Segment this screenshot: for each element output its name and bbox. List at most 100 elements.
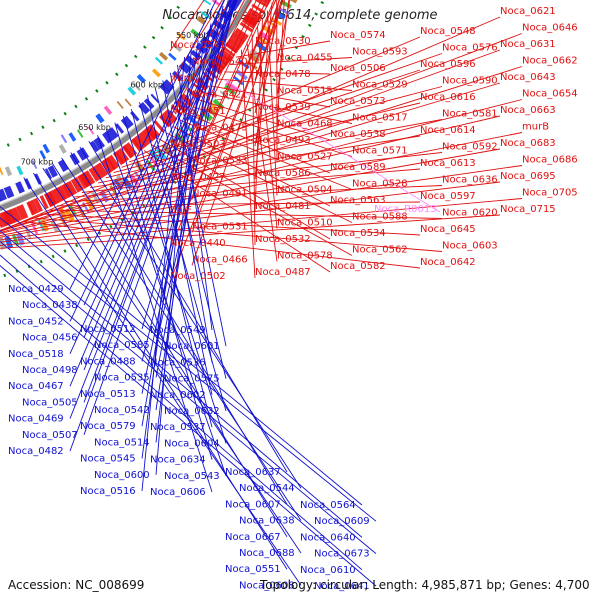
- leader-line-forward: [240, 49, 256, 279]
- leader-line-reverse: [139, 102, 227, 412]
- gene-label-forward: Noca_0515: [277, 86, 333, 97]
- forward-gene: [16, 204, 29, 220]
- leader-line-forward: [276, 0, 291, 64]
- leader-line-reverse: [0, 205, 363, 506]
- gene-label-forward: Noca_0493: [255, 135, 311, 146]
- cog-feature-inner: [87, 126, 95, 135]
- cog-feature-inner: [95, 113, 105, 124]
- gene-label-forward: Noca_0578: [277, 251, 333, 262]
- gene-label-forward: Noca_0589: [330, 162, 386, 173]
- leader-line-forward: [172, 125, 331, 207]
- cog-feature: [155, 147, 167, 160]
- gene-label-reverse: Noca_0637: [225, 467, 281, 478]
- leader-line-reverse: [130, 109, 213, 428]
- gene-label-forward: Noca_0538: [330, 129, 386, 140]
- leader-line-forward: [169, 0, 239, 118]
- gene-label-reverse: Noca_0606: [150, 487, 206, 498]
- forward-gene: [77, 174, 89, 189]
- forward-gene: [248, 8, 263, 19]
- gene-label-forward: Noca_0581: [442, 109, 498, 120]
- leader-line-forward: [186, 112, 331, 174]
- cog-feature: [91, 191, 100, 204]
- cog-feature-inner: [136, 74, 146, 84]
- leader-line-forward: [121, 69, 421, 168]
- gene-label-reverse: Noca_0518: [8, 349, 64, 360]
- cog-feature-inner: [202, 0, 212, 6]
- gene-label-reverse: Noca_0607: [225, 499, 281, 510]
- gene-label-reverse: Noca_0564: [300, 500, 356, 511]
- cog-feature: [59, 215, 67, 228]
- gene-label-forward: Noca_0481: [255, 201, 311, 212]
- leader-line-forward: [128, 53, 443, 163]
- gene-label-forward: Noca_0541: [170, 40, 226, 51]
- gene-label-reverse: Noca_0544: [239, 483, 295, 494]
- forward-gene: [39, 195, 49, 210]
- forward-gene: [241, 17, 257, 29]
- gene-label-forward: Noca_0616: [420, 92, 476, 103]
- leader-line-reverse: [88, 140, 288, 473]
- leader-line-forward: [169, 0, 205, 52]
- forward-gene: [58, 184, 71, 200]
- leader-line-reverse: [69, 0, 231, 354]
- forward-gene: [239, 21, 253, 33]
- leader-line-forward: [0, 49, 501, 231]
- gene-label-forward: Noca_0662: [522, 56, 578, 67]
- leader-line-forward: [191, 0, 284, 266]
- gene-label-forward: Noca_0695: [500, 171, 556, 182]
- gene-label-forward: Noca_0534: [330, 228, 386, 239]
- gene-label-forward: Noca_0466: [192, 255, 248, 266]
- gene-label-reverse: Noca_0545: [80, 454, 136, 465]
- reverse-gene: [102, 130, 115, 144]
- gene-label-forward: Noca_0502: [170, 271, 226, 282]
- leader-line-reverse: [83, 0, 232, 338]
- reverse-gene: [114, 123, 125, 134]
- gene-label-reverse: Noca_0609: [314, 516, 370, 527]
- gene-label-forward: Noca_0593: [352, 47, 408, 58]
- cog-feature: [224, 80, 238, 93]
- forward-gene: [8, 207, 22, 223]
- leader-line-reverse: [97, 135, 213, 493]
- forward-gene: [26, 201, 35, 216]
- cog-feature: [266, 20, 278, 29]
- gene-label-forward: Noca_0603: [442, 241, 498, 252]
- gene-label-reverse: Noca_0467: [8, 381, 64, 392]
- leader-line-reverse: [0, 265, 377, 587]
- gene-label-forward: Noca_0562: [352, 245, 408, 256]
- gene-label-reverse: Noca_0600: [94, 470, 150, 481]
- cog-feature-inner: [190, 28, 200, 38]
- forward-gene: [121, 145, 134, 159]
- gene-label-reverse: Noca_0632: [164, 406, 220, 417]
- cog-feature-inner: [4, 166, 13, 177]
- leader-line-forward: [5, 33, 523, 229]
- gene-label-forward: Noca_0475: [192, 123, 248, 134]
- gene-label-forward: Noca_0529: [352, 80, 408, 91]
- gene-label-forward: Noca_0504: [277, 185, 333, 196]
- leader-line-forward: [151, 144, 353, 256]
- forward-gene: [27, 199, 40, 215]
- cog-feature-inner: [39, 150, 47, 160]
- leader-line-forward: [31, 217, 443, 252]
- leader-line-forward: [0, 181, 501, 243]
- leader-line-forward: [0, 198, 523, 246]
- gene-label-forward: Noca_0588: [352, 212, 408, 223]
- gene-label-forward: Noca_0540: [192, 57, 248, 68]
- forward-gene: [232, 27, 249, 43]
- cog-feature: [289, 0, 298, 4]
- gene-label-reverse: Noca_0640: [300, 532, 356, 543]
- leader-line-forward: [218, 78, 353, 91]
- gene-label-reverse: Noca_0505: [22, 397, 78, 408]
- gene-label-forward: Noca_0451: [170, 106, 226, 117]
- leader-line-forward: [235, 40, 331, 58]
- leader-line-forward: [191, 0, 280, 233]
- gene-label-forward: Noca_0663: [500, 105, 556, 116]
- cog-feature: [50, 219, 60, 233]
- cog-feature-inner: [211, 0, 221, 7]
- leader-line-forward: [254, 0, 277, 48]
- leader-line-forward: [0, 115, 501, 235]
- cog-feature-inner: [116, 100, 124, 109]
- backbone-highlight: [0, 0, 247, 206]
- leader-line-reverse: [154, 87, 227, 379]
- gene-label-reverse: Noca_0549: [150, 325, 206, 336]
